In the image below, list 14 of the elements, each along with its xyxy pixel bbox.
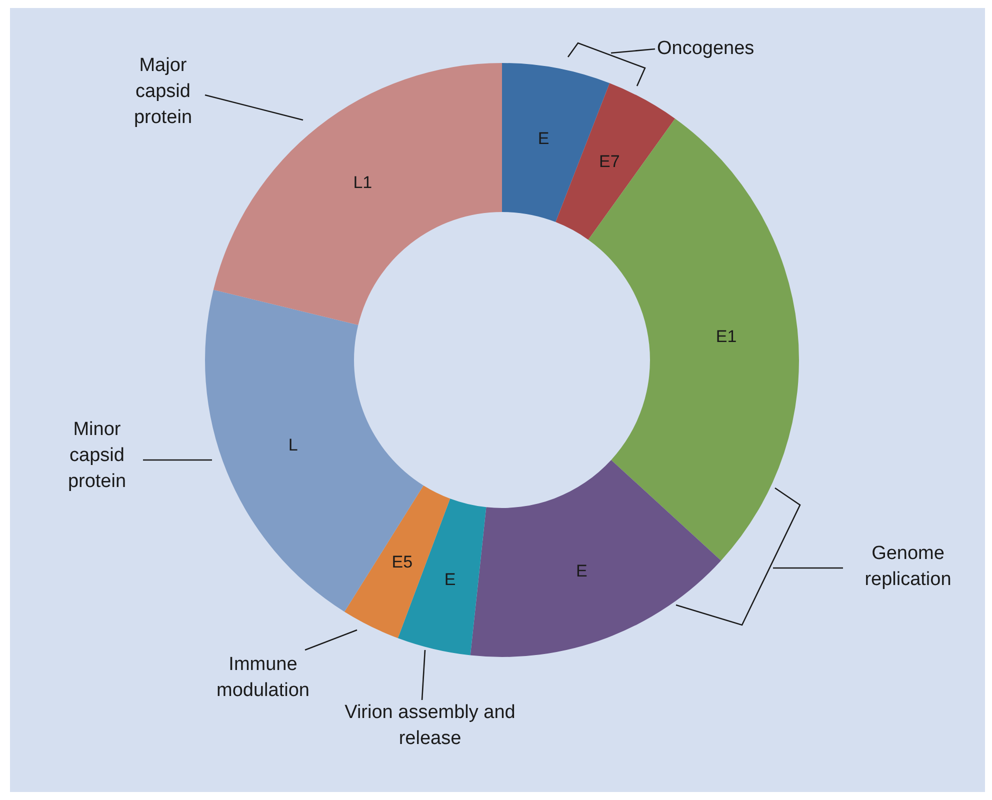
- text: Immune modulation: [216, 653, 310, 703]
- slice-label: E: [576, 561, 588, 580]
- text: Virion assembly and release: [344, 701, 516, 751]
- text: Minor capsid protein: [66, 418, 128, 494]
- slice-label: E7: [598, 152, 620, 172]
- slice-label: E5: [392, 552, 413, 572]
- text: Major capsid protein: [132, 54, 194, 130]
- slice-label: E1: [716, 327, 737, 346]
- text: Genome replication: [864, 542, 952, 592]
- slice-label: E: [538, 128, 550, 148]
- slice-label: L1: [353, 173, 372, 192]
- slice-label: E: [444, 570, 456, 589]
- slice-label: L: [288, 435, 298, 454]
- text: Oncogenes: [657, 37, 756, 61]
